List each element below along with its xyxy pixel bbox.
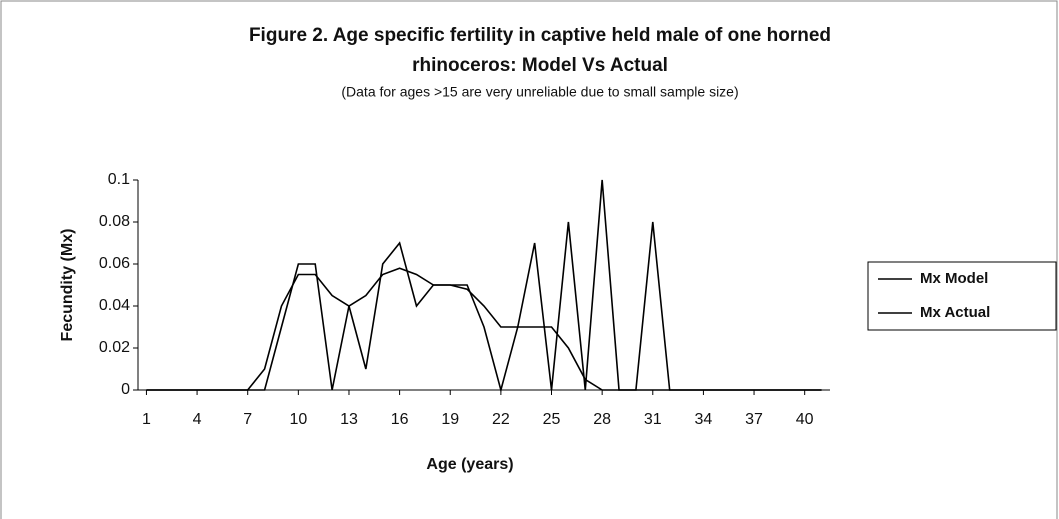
x-tick-label: 16 — [391, 411, 409, 428]
y-tick-label: 0.04 — [99, 297, 130, 314]
x-tick-label: 22 — [492, 411, 510, 428]
x-tick-label: 4 — [193, 411, 202, 428]
x-tick-label: 31 — [644, 411, 662, 428]
legend-label: Mx Actual — [920, 304, 990, 321]
x-tick-label: 10 — [289, 411, 307, 428]
series-line — [146, 179, 822, 394]
y-tick-label: 0 — [121, 381, 130, 398]
x-tick-label: 25 — [543, 411, 561, 428]
x-axis-label: Age (years) — [426, 456, 513, 473]
x-tick-label: 37 — [745, 411, 763, 428]
chart-title: Figure 2. Age specific fertility in capt… — [249, 25, 831, 46]
y-tick-label: 0.08 — [99, 213, 130, 230]
x-tick-label: 1 — [142, 411, 151, 428]
x-tick-label: 13 — [340, 411, 358, 428]
y-tick-label: 0.1 — [108, 171, 130, 188]
x-tick-label: 40 — [796, 411, 814, 428]
x-tick-label: 7 — [243, 411, 252, 428]
y-tick-label: 0.02 — [99, 339, 130, 356]
x-tick-label: 28 — [593, 411, 611, 428]
chart-subtitle: (Data for ages >15 are very unreliable d… — [341, 84, 738, 100]
x-tick-label: 34 — [695, 411, 713, 428]
legend-label: Mx Model — [920, 270, 988, 287]
legend-box — [867, 261, 1057, 331]
chart-title: rhinoceros: Model Vs Actual — [412, 55, 668, 76]
y-tick-label: 0.06 — [99, 255, 130, 272]
x-tick-label: 19 — [441, 411, 459, 428]
y-axis-label: Fecundity (Mx) — [59, 229, 76, 342]
